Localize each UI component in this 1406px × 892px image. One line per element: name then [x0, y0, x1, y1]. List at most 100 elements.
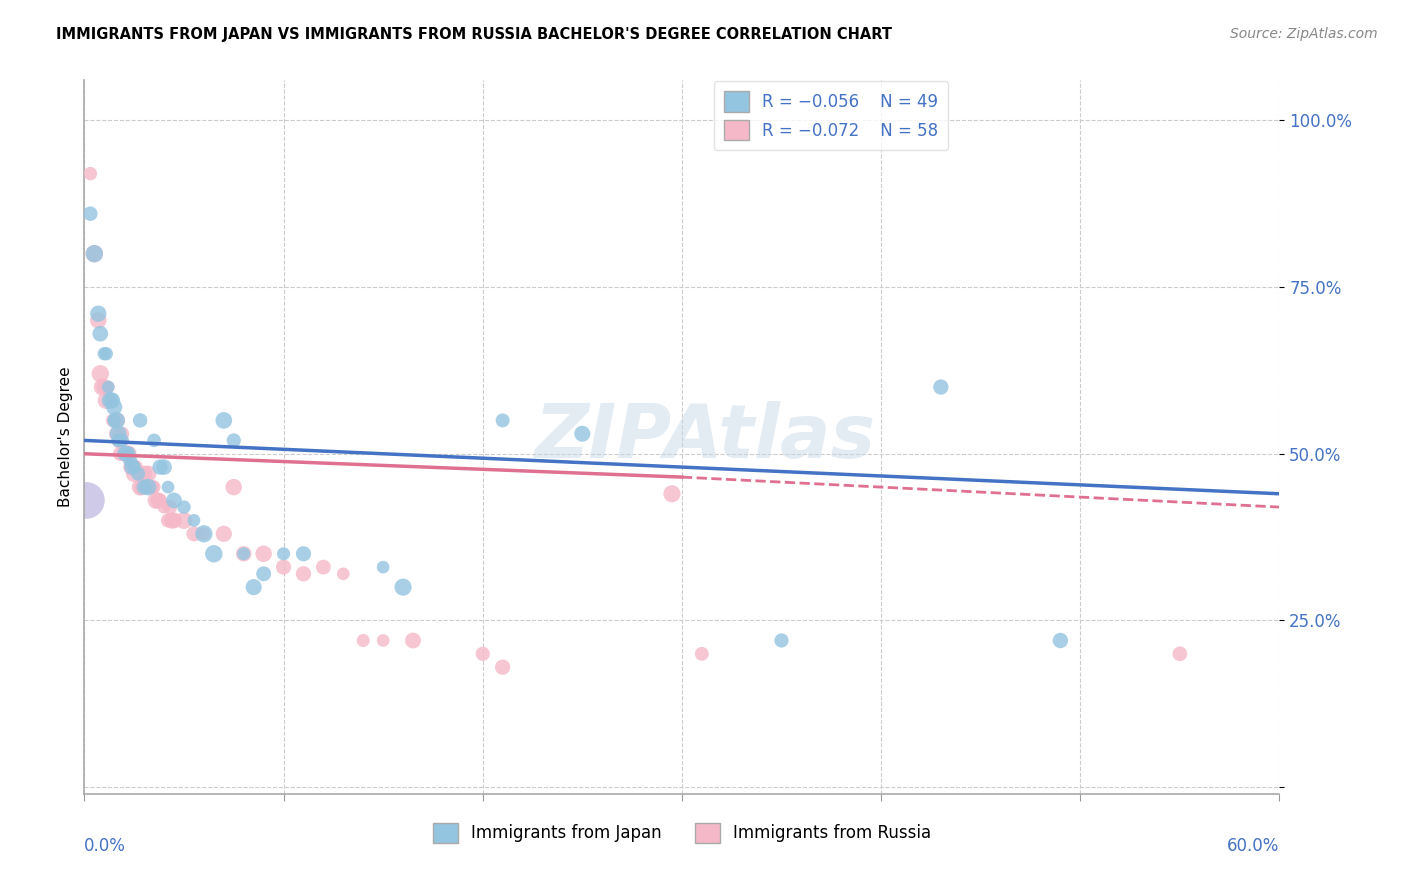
Point [117, 447, 139, 461]
Point [127, 467, 149, 481]
Point [105, 426, 128, 441]
Point [163, 513, 186, 527]
Point [101, 413, 124, 427]
Point [91, 380, 114, 394]
Point [127, 467, 149, 481]
Point [690, 647, 713, 661]
Point [492, 660, 515, 674]
Point [75, 493, 97, 508]
Point [87, 313, 110, 327]
Point [373, 560, 395, 574]
Point [103, 413, 125, 427]
Point [98, 393, 121, 408]
Point [110, 434, 132, 448]
Point [79, 167, 101, 181]
Point [183, 513, 205, 527]
Point [160, 513, 183, 527]
Point [193, 526, 215, 541]
Point [131, 480, 153, 494]
Point [129, 413, 152, 427]
Point [120, 460, 142, 475]
Point [212, 526, 235, 541]
Point [149, 493, 172, 508]
Point [79, 207, 101, 221]
Point [105, 413, 128, 427]
Text: Source: ZipAtlas.com: Source: ZipAtlas.com [1230, 27, 1378, 41]
Point [929, 380, 952, 394]
Point [352, 633, 374, 648]
Point [173, 500, 195, 515]
Point [136, 480, 159, 494]
Point [96, 393, 118, 408]
Text: 60.0%: 60.0% [1227, 837, 1279, 855]
Point [222, 480, 245, 494]
Point [157, 513, 180, 527]
Point [129, 480, 152, 494]
Point [173, 513, 195, 527]
Point [202, 547, 225, 561]
Point [159, 500, 181, 515]
Point [103, 413, 125, 427]
Point [222, 434, 245, 448]
Point [212, 413, 235, 427]
Point [471, 647, 494, 661]
Point [121, 460, 143, 475]
Point [141, 480, 163, 494]
Point [273, 560, 295, 574]
Point [107, 426, 129, 441]
Point [770, 633, 793, 648]
Point [143, 480, 166, 494]
Point [146, 493, 169, 508]
Text: 0.0%: 0.0% [84, 837, 127, 855]
Point [112, 447, 135, 461]
Point [97, 380, 120, 394]
Point [103, 400, 125, 414]
Point [392, 580, 415, 594]
Point [96, 347, 118, 361]
Point [312, 560, 335, 574]
Point [107, 434, 129, 448]
Point [153, 500, 176, 515]
Point [1168, 647, 1191, 661]
Point [145, 493, 167, 508]
Point [89, 367, 111, 381]
Point [115, 447, 138, 461]
Point [122, 460, 145, 475]
Point [292, 547, 315, 561]
Point [110, 447, 132, 461]
Point [136, 467, 159, 481]
Point [132, 467, 156, 481]
Point [83, 246, 105, 260]
Point [111, 426, 134, 441]
Point [101, 393, 124, 408]
Point [232, 547, 254, 561]
Text: IMMIGRANTS FROM JAPAN VS IMMIGRANTS FROM RUSSIA BACHELOR'S DEGREE CORRELATION CH: IMMIGRANTS FROM JAPAN VS IMMIGRANTS FROM… [56, 27, 893, 42]
Point [93, 347, 115, 361]
Point [1049, 633, 1071, 648]
Point [232, 547, 254, 561]
Point [163, 493, 186, 508]
Point [373, 633, 395, 648]
Point [332, 566, 354, 581]
Point [292, 566, 315, 581]
Point [112, 447, 135, 461]
Point [110, 434, 132, 448]
Point [121, 460, 143, 475]
Legend: Immigrants from Japan, Immigrants from Russia: Immigrants from Japan, Immigrants from R… [426, 816, 938, 850]
Point [93, 380, 115, 394]
Point [139, 480, 162, 494]
Point [122, 467, 145, 481]
Point [111, 434, 134, 448]
Point [571, 426, 593, 441]
Point [97, 380, 120, 394]
Point [149, 460, 172, 475]
Point [143, 434, 166, 448]
Point [242, 580, 264, 594]
Y-axis label: Bachelor's Degree: Bachelor's Degree [58, 367, 73, 508]
Point [661, 487, 683, 501]
Point [107, 413, 129, 427]
Text: ZIPAtlas: ZIPAtlas [536, 401, 876, 474]
Point [253, 566, 276, 581]
Point [89, 326, 111, 341]
Point [120, 453, 142, 467]
